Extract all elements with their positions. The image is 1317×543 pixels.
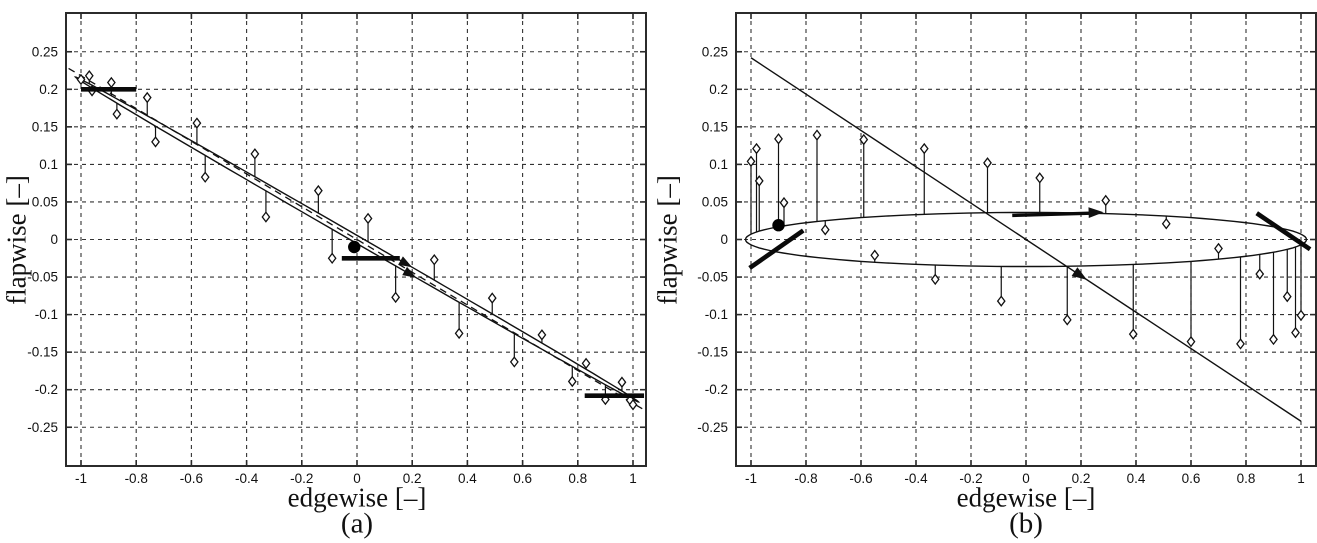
diamond-markers-b (746, 129, 1306, 350)
svg-text:-0.1: -0.1 (705, 307, 728, 322)
svg-text:-0.05: -0.05 (697, 270, 728, 285)
svg-text:0: 0 (353, 471, 361, 486)
caption-a: (a) (340, 507, 374, 540)
svg-text:0.2: 0.2 (709, 82, 728, 97)
svg-text:-0.15: -0.15 (697, 345, 728, 360)
thick-segments-b (748, 211, 1312, 270)
svg-text:-0.4: -0.4 (904, 471, 928, 486)
marked-point-a (348, 240, 361, 254)
ylabel-a: flapwise [–] (1, 175, 32, 305)
mode-axis-line-a (68, 67, 646, 412)
svg-text:0.15: 0.15 (32, 119, 58, 134)
direction-arrow-b (1012, 207, 1104, 219)
svg-text:-0.6: -0.6 (849, 471, 872, 486)
diamond-markers-a (76, 70, 638, 411)
svg-text:0: 0 (50, 232, 58, 247)
svg-text:0: 0 (720, 232, 728, 247)
svg-text:-0.2: -0.2 (35, 382, 58, 397)
svg-text:0.8: 0.8 (1237, 471, 1256, 486)
svg-text:0.2: 0.2 (1072, 471, 1091, 486)
axis-line-arrowhead-b (1071, 267, 1088, 280)
svg-text:-0.25: -0.25 (27, 420, 58, 435)
svg-text:0.2: 0.2 (403, 471, 422, 486)
tick-marks-a (66, 13, 646, 466)
xlabel-b: edgewise [–] (956, 482, 1096, 513)
tick-marks-b (736, 13, 1316, 466)
marked-point-b (772, 219, 785, 232)
svg-text:-0.2: -0.2 (959, 471, 982, 486)
svg-text:0.25: 0.25 (32, 44, 58, 59)
svg-text:0.1: 0.1 (709, 157, 728, 172)
thick-segments-a (81, 87, 645, 399)
svg-text:0.25: 0.25 (702, 44, 728, 59)
svg-text:0.05: 0.05 (32, 194, 58, 209)
svg-text:-0.8: -0.8 (125, 471, 148, 486)
svg-text:0.2: 0.2 (39, 82, 58, 97)
caption-b: (b) (1009, 507, 1043, 540)
ylabel-b: flapwise [–] (652, 175, 683, 305)
svg-text:-0.15: -0.15 (27, 345, 58, 360)
svg-text:0.1: 0.1 (39, 157, 58, 172)
ytick-labels-b: -0.25 -0.2 -0.15 -0.1 -0.05 0 0.05 0.1 0.15 0.2 0.… (697, 44, 728, 435)
direction-arrowheads-a (398, 256, 417, 278)
svg-text:-1: -1 (75, 471, 87, 486)
svg-text:-0.2: -0.2 (705, 382, 728, 397)
svg-text:-0.6: -0.6 (180, 471, 203, 486)
svg-text:0.6: 0.6 (513, 471, 532, 486)
xlabel-a: edgewise [–] (287, 482, 427, 513)
xtick-labels-a: -1 -0.8 -0.6 -0.4 -0.2 0 0.2 0.4 0.6 0.8 1 (75, 471, 637, 486)
svg-text:0.05: 0.05 (702, 194, 728, 209)
svg-text:-0.8: -0.8 (794, 471, 817, 486)
svg-text:-0.05: -0.05 (27, 270, 58, 285)
svg-text:-0.4: -0.4 (235, 471, 259, 486)
svg-text:-0.2: -0.2 (290, 471, 313, 486)
svg-text:0.6: 0.6 (1182, 471, 1201, 486)
svg-text:-0.1: -0.1 (35, 307, 58, 322)
svg-text:0.8: 0.8 (568, 471, 587, 486)
orbit-ellipse-a (73, 76, 641, 403)
xtick-labels-b: -1 -0.8 -0.6 -0.4 -0.2 0 0.2 0.4 0.6 0.8 1 (745, 471, 1305, 486)
svg-text:0.4: 0.4 (458, 471, 477, 486)
svg-text:0.15: 0.15 (702, 119, 728, 134)
svg-text:0.4: 0.4 (1127, 471, 1146, 486)
grid-a (66, 13, 646, 466)
mode-axis-line-b (750, 57, 1302, 422)
svg-text:-1: -1 (745, 471, 757, 486)
svg-text:-0.25: -0.25 (697, 420, 728, 435)
ytick-labels-a: -0.25 -0.2 -0.15 -0.1 -0.05 0 0.05 0.1 0.15 0.2 0.… (27, 44, 58, 435)
svg-text:1: 1 (1297, 471, 1305, 486)
svg-text:1: 1 (629, 471, 637, 486)
svg-text:0: 0 (1022, 471, 1030, 486)
